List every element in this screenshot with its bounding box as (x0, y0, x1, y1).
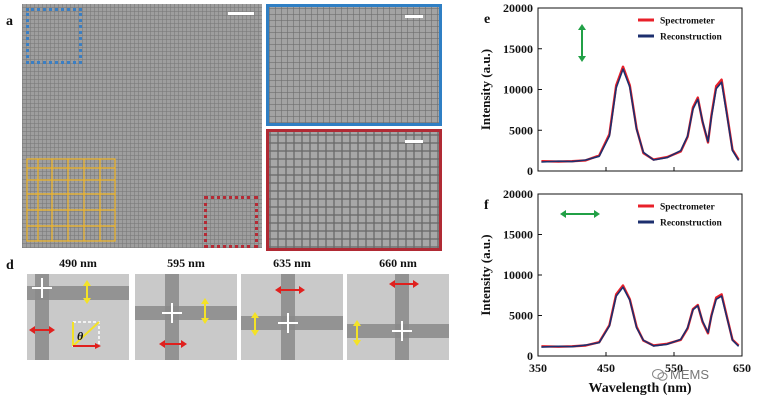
unit-annotations-490: θ (29, 280, 101, 349)
yellow-arrow-icon (201, 298, 209, 324)
x-axis-label: Wavelength (nm) (588, 381, 691, 396)
scale-bar-b (405, 15, 423, 18)
unit-cell-635nm (241, 274, 343, 360)
bar-horizontal (27, 286, 129, 300)
red-arrow-icon (389, 280, 419, 288)
y-tick-label: 10000 (503, 268, 533, 282)
bar-vertical (395, 274, 409, 360)
y-tick-label: 0 (527, 164, 533, 178)
yellow-arrow-icon (251, 312, 259, 336)
y-tick-label: 10000 (503, 83, 533, 97)
series-line-reconstruction (541, 286, 740, 348)
series-line-spectrometer (541, 65, 740, 163)
x-tick-label: 350 (529, 361, 547, 375)
red-arrow-icon (159, 340, 187, 348)
series-line-reconstruction (541, 68, 740, 163)
y-tick-label: 15000 (503, 42, 533, 56)
spectrum-chart-e: 0 5000 10000 15000 20000 Intensity (a.u.) Spec… (478, 1, 743, 178)
unit-annotations-635 (251, 286, 305, 336)
sem-zoom-red-region (266, 129, 442, 251)
y-tick-label: 15000 (503, 228, 533, 242)
watermark-text: MEMS (670, 367, 709, 382)
x-tick-label: 650 (733, 361, 751, 375)
unit-label-660: 660 nm (379, 256, 417, 270)
y-tick-label: 20000 (503, 187, 533, 201)
unit-cell-595nm (135, 274, 237, 360)
crosshair-v (287, 313, 289, 333)
crosshair-v (41, 278, 43, 298)
sem-zoom-blue-region (266, 4, 442, 126)
unit-cell-490nm: θ (27, 274, 129, 360)
unit-annotations-595 (159, 298, 209, 348)
wechat-icon (652, 368, 668, 381)
unit-label-490: 490 nm (59, 256, 97, 270)
scale-bar (228, 12, 254, 15)
bar-horizontal (135, 306, 237, 320)
unit-label-635: 635 nm (273, 256, 311, 270)
panel-label-a: a (6, 14, 13, 29)
panel-label-e: e (484, 12, 491, 27)
watermark: MEMS (652, 367, 709, 382)
scale-bar-c (405, 140, 423, 143)
angle-theta-label: θ (77, 329, 84, 343)
yellow-grid-overlay (26, 158, 116, 242)
y-tick-label: 0 (527, 349, 533, 363)
unit-cell-660nm (347, 274, 449, 360)
x-tick-label: 450 (597, 361, 615, 375)
y-tick-label: 5000 (509, 123, 533, 137)
legend-entry: Spectrometer (660, 203, 715, 213)
yellow-arrow-icon (83, 280, 91, 304)
bar-vertical (35, 274, 49, 360)
panel-label-f: f (484, 198, 489, 213)
dotted-box-red (204, 196, 258, 248)
y-axis-label: Intensity (a.u.) (478, 49, 493, 130)
crosshair-v (171, 303, 173, 323)
y-tick-label: 20000 (503, 1, 533, 15)
panel-label-d: d (6, 258, 14, 273)
red-arrow-icon (275, 286, 305, 294)
legend-entry: Spectrometer (660, 17, 715, 27)
polarization-arrow-icon (578, 24, 586, 62)
sem-image-large-array (22, 4, 262, 248)
yellow-arrow-icon (353, 320, 361, 346)
unit-label-595: 595 nm (167, 256, 205, 270)
legend-entry: Reconstruction (660, 33, 722, 43)
polarization-arrow-icon (560, 210, 600, 218)
series-line-spectrometer (541, 284, 740, 348)
legend-entry: Reconstruction (660, 219, 722, 229)
red-arrow-icon (29, 326, 55, 334)
angle-diagram (72, 321, 101, 349)
crosshair-v (401, 321, 403, 341)
y-tick-label: 5000 (509, 309, 533, 323)
y-axis-label: Intensity (a.u.) (478, 234, 493, 315)
unit-annotations-660 (353, 280, 419, 346)
x-tick-label: 550 (665, 361, 683, 375)
dotted-box-blue (26, 8, 82, 64)
spectrum-chart-f: 0 5000 10000 15000 20000 350 450 550 650 Intensit… (478, 187, 751, 396)
